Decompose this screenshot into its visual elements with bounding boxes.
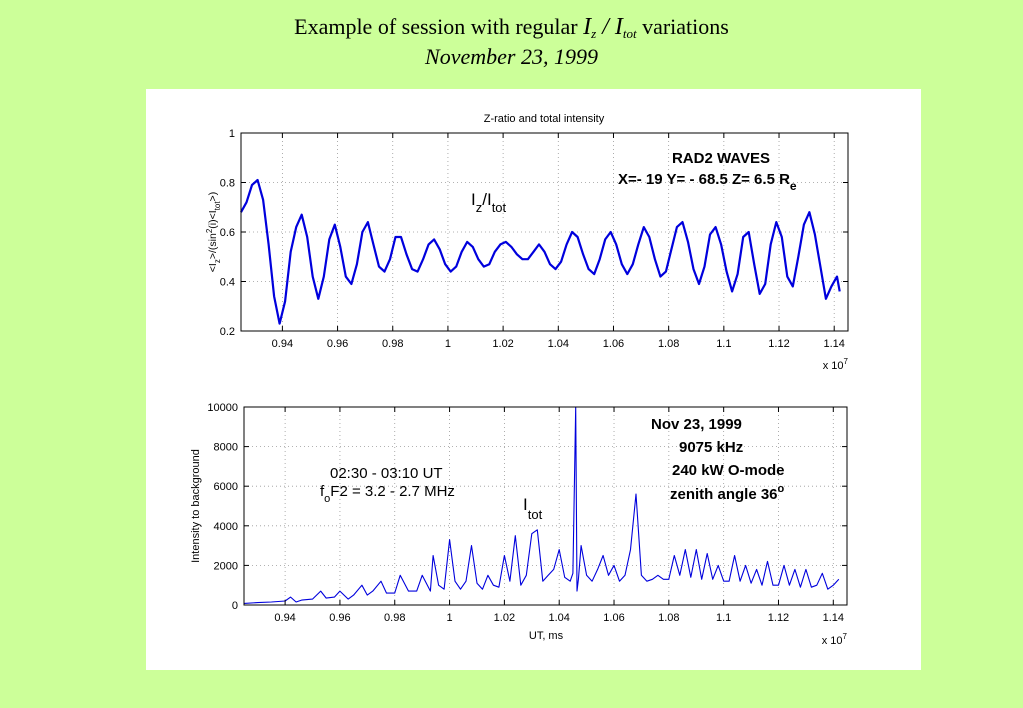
axis-ticks: 0.94 0.96 0.98 1 1.02 1.04 1.06 1.08 1.1 1.12 1.14… xyxy=(220,128,848,350)
y-tick-label: 0 xyxy=(232,600,238,612)
power-mode-label: 240 kW O-mode xyxy=(672,462,785,479)
time-range-label: 02:30 - 03:10 UT xyxy=(330,465,443,482)
chart-intensity: 0.94 0.96 0.98 1 1.02 1.04 1.06 1.08 1.1 1.12 1.14… xyxy=(190,402,848,647)
x-tick-label: 1.14 xyxy=(823,338,844,350)
itot-label: Itot xyxy=(523,495,543,522)
x-tick-label: 0.98 xyxy=(384,612,405,624)
x-tick-label: 1.02 xyxy=(494,612,515,624)
slide-title-line: Example of session with regular Iz / Ito… xyxy=(0,12,1023,42)
x-tick-label: 1.06 xyxy=(603,338,624,350)
frequency-label: 9075 kHz xyxy=(679,439,743,456)
zenith-angle-label: zenith angle 36o xyxy=(670,483,785,503)
x-tick-label: 1.12 xyxy=(768,612,789,624)
title-prefix: Example of session with regular xyxy=(294,14,584,39)
series-path xyxy=(240,178,841,325)
x-tick-label: 1.14 xyxy=(823,612,844,624)
y-tick-label: 2000 xyxy=(214,560,238,572)
x-tick-label: 0.94 xyxy=(274,612,295,624)
rad2-waves-label: RAD2 WAVES xyxy=(672,150,770,167)
y-tick-label: 8000 xyxy=(214,442,238,454)
figure-panel: Z-ratio and total intensity 0.94 0.96 0.98… xyxy=(146,89,921,670)
x-tick-label: 0.96 xyxy=(327,338,348,350)
x-tick-label: 1.08 xyxy=(658,612,679,624)
chart-title: Z-ratio and total intensity xyxy=(484,113,605,125)
slide-subtitle: November 23, 1999 xyxy=(425,44,598,69)
x-tick-label: 0.94 xyxy=(272,338,293,350)
chart-z-ratio: Z-ratio and total intensity 0.94 0.96 0.98… xyxy=(205,113,849,372)
x-tick-label: 1.06 xyxy=(603,612,624,624)
x-axis-label: UT, ms xyxy=(529,630,564,642)
x-tick-label: 1 xyxy=(447,612,453,624)
y-tick-label: 0.8 xyxy=(220,178,235,190)
iz-itot-label: Iz/Itot xyxy=(471,190,507,215)
x-tick-label: 1.1 xyxy=(716,338,731,350)
x-tick-label: 1.12 xyxy=(768,338,789,350)
y-axis-label: Intensity to background xyxy=(190,449,202,563)
x-exponent: x 107 xyxy=(823,357,849,372)
y-tick-label: 0.6 xyxy=(220,227,235,239)
x-tick-label: 1.08 xyxy=(658,338,679,350)
fof2-label: foF2 = 3.2 - 2.7 MHz xyxy=(320,483,455,505)
series-line xyxy=(240,178,841,325)
x-exponent: x 107 xyxy=(822,632,848,647)
x-tick-label: 0.96 xyxy=(329,612,350,624)
y-tick-label: 6000 xyxy=(214,481,238,493)
x-tick-label: 1.04 xyxy=(548,338,569,350)
x-tick-label: 0.98 xyxy=(382,338,403,350)
y-tick-label: 4000 xyxy=(214,521,238,533)
y-tick-label: 0.2 xyxy=(220,326,235,338)
slide-title: Example of session with regular Iz / Ito… xyxy=(0,12,1023,72)
y-tick-label: 0.4 xyxy=(220,277,235,289)
figure-svg: Z-ratio and total intensity 0.94 0.96 0.98… xyxy=(190,113,849,647)
plot-frame xyxy=(243,406,848,606)
coordinates-label: X=- 19 Y= - 68.5 Z= 6.5 Re xyxy=(618,171,797,193)
title-suffix: variations xyxy=(636,14,729,39)
series-path xyxy=(243,406,840,604)
series-line xyxy=(243,406,840,604)
y-axis-label: <Iz>/(sin2(i)<Itot>) xyxy=(205,192,222,272)
date-label: Nov 23, 1999 xyxy=(651,416,742,433)
y-tick-label: 10000 xyxy=(207,402,238,414)
grid xyxy=(241,133,848,331)
y-tick-label: 1 xyxy=(229,128,235,140)
title-var-iz: Iz / Itot xyxy=(583,14,637,41)
grid xyxy=(244,407,847,605)
x-tick-label: 1.02 xyxy=(492,338,513,350)
x-tick-label: 1 xyxy=(445,338,451,350)
x-tick-label: 1.04 xyxy=(548,612,569,624)
axis-ticks: 0.94 0.96 0.98 1 1.02 1.04 1.06 1.08 1.1 1.12 1.14… xyxy=(207,402,847,624)
x-tick-label: 1.1 xyxy=(716,612,731,624)
